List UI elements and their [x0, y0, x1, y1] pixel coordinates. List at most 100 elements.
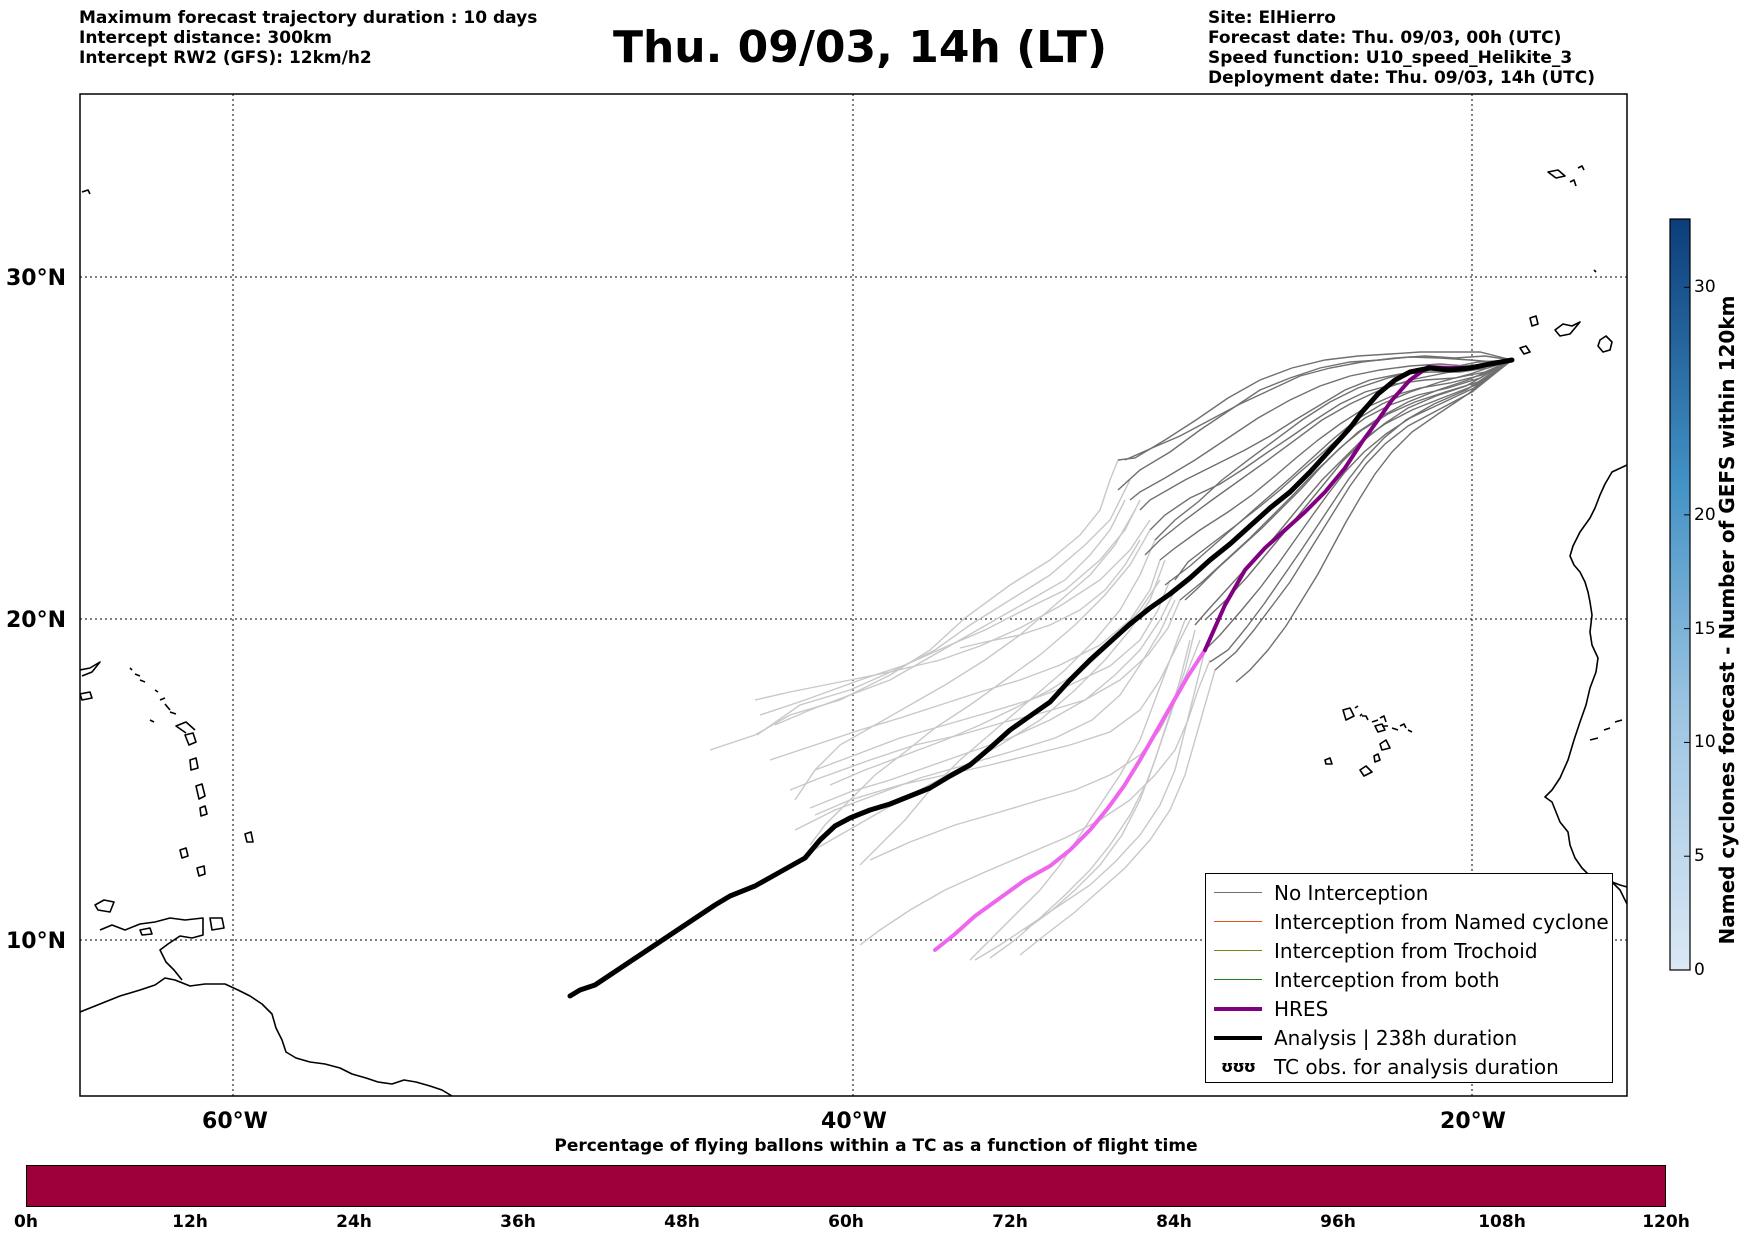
- percentage-bar-tick-label: 24h: [336, 1212, 372, 1232]
- lon-label-40w: 40°W: [821, 1109, 887, 1134]
- percentage-bar-tick-label: 0h: [14, 1212, 38, 1232]
- percentage-bar-tick-label: 36h: [500, 1212, 536, 1232]
- ensemble-track: [814, 579, 1171, 771]
- canary-gran-canaria: [1529, 315, 1539, 327]
- azores-dot: [1593, 269, 1597, 273]
- colorbar-tick-label: 0: [1694, 960, 1705, 980]
- ensemble-trajectories-light: [709, 459, 1216, 961]
- percentage-bar-tick-label: 108h: [1478, 1212, 1526, 1232]
- canary-lanzarote: [1554, 321, 1581, 337]
- speed-function-text: Speed function: U10_speed_Helikite_3: [1208, 48, 1573, 68]
- no-interception-track: [1204, 359, 1513, 621]
- no-interception-track: [1159, 359, 1513, 561]
- lesser-antilles-2: [189, 757, 199, 771]
- hres-trajectory: [1203, 358, 1514, 652]
- legend-label: No Interception: [1274, 880, 1429, 905]
- trinidad: [209, 917, 225, 931]
- no-interception-track: [1214, 359, 1513, 671]
- percentage-bar-tick-label: 84h: [1156, 1212, 1192, 1232]
- percentage-bar-tick-label: 60h: [828, 1212, 864, 1232]
- small-isles-a: [129, 667, 171, 711]
- legend-label: TC obs. for analysis duration: [1274, 1054, 1559, 1079]
- legend-swatch: [1214, 979, 1262, 980]
- ensemble-track: [756, 479, 1131, 736]
- small-isles-b: [149, 689, 177, 723]
- lon-label-20w: 20°W: [1440, 1109, 1506, 1134]
- ensemble-trajectories-dark: [1117, 351, 1513, 683]
- header-left-info: Maximum forecast trajectory duration : 1…: [79, 8, 537, 68]
- no-interception-track: [1179, 359, 1513, 601]
- colorbar: [1669, 218, 1691, 971]
- ensemble-track: [959, 539, 1141, 649]
- no-interception-track: [1117, 356, 1513, 491]
- site-text: Site: ElHierro: [1208, 8, 1336, 28]
- no-interception-track: [1194, 359, 1513, 626]
- virgin-islands: [80, 661, 101, 677]
- legend-item-no-interception: No Interception: [1206, 878, 1612, 907]
- legend-item-both: Interception from both: [1206, 965, 1612, 994]
- percentage-bar-tick-label: 96h: [1320, 1212, 1356, 1232]
- lon-label-60w: 60°W: [202, 1109, 268, 1134]
- ensemble-track: [1019, 669, 1216, 956]
- colorbar-tick-label: 30: [1694, 277, 1716, 298]
- percentage-bar-tick-label: 48h: [664, 1212, 700, 1232]
- no-interception-track: [1124, 355, 1513, 461]
- madeira: [1547, 165, 1585, 187]
- africa-coast: [1544, 464, 1627, 888]
- lesser-antilles-6: [196, 865, 206, 877]
- ensemble-track: [859, 659, 1211, 946]
- legend-item-hres: HRES: [1206, 994, 1612, 1023]
- tc-symbol-icon: ʊʊʊ: [1220, 1057, 1256, 1076]
- colorbar-tick-label: 15: [1694, 618, 1716, 639]
- ensemble-track: [814, 619, 1191, 816]
- analysis-trajectory: [567, 357, 1515, 999]
- bermuda: [81, 189, 91, 195]
- cape-verde-5: [1324, 757, 1373, 777]
- lat-label-20n: 20°N: [6, 608, 66, 633]
- legend-swatch: [1214, 921, 1262, 922]
- percentage-bar-tick-label: 12h: [172, 1212, 208, 1232]
- header-right-info: Site: ElHierro Forecast date: Thu. 09/03…: [1208, 8, 1595, 88]
- legend-label: Interception from both: [1274, 967, 1500, 992]
- no-interception-track: [1235, 359, 1513, 683]
- canary-fuerteventura: [1597, 335, 1613, 353]
- anguilla: [80, 691, 93, 701]
- percentage-bar: [26, 1165, 1666, 1207]
- ensemble-track: [709, 459, 1119, 751]
- cape-verde-2: [1374, 723, 1386, 733]
- no-interception-track: [1204, 359, 1513, 651]
- cape-verde-3: [1379, 715, 1399, 731]
- legend-label: Analysis | 238h duration: [1274, 1025, 1518, 1050]
- bijagos-islands: [1589, 719, 1623, 741]
- no-interception-track: [1164, 359, 1513, 586]
- percentage-bar-title: Percentage of flying ballons within a TC…: [554, 1136, 1198, 1156]
- colorbar-gradient: [1669, 218, 1691, 971]
- legend-item-tc-obs: ʊʊʊ TC obs. for analysis duration: [1206, 1052, 1612, 1081]
- no-interception-track: [1144, 359, 1513, 556]
- canary-tenerife: [1519, 345, 1531, 355]
- venezuela-gulf-coast: [99, 917, 204, 981]
- ensemble-track: [759, 499, 1141, 716]
- ensemble-track: [859, 539, 1156, 866]
- colorbar-tick-label: 5: [1694, 846, 1705, 867]
- percentage-bar-tick-label: 120h: [1642, 1212, 1690, 1232]
- lat-label-10n: 10°N: [6, 929, 66, 954]
- legend-item-analysis: Analysis | 238h duration: [1206, 1023, 1612, 1052]
- ensemble-track: [769, 559, 1161, 761]
- cape-verde-7: [1399, 723, 1413, 733]
- legend-item-named-cyclone: Interception from Named cyclone: [1206, 907, 1612, 936]
- forecast-date-text: Forecast date: Thu. 09/03, 00h (UTC): [1208, 28, 1562, 48]
- legend-swatch: [1214, 892, 1262, 893]
- ensemble-track: [794, 509, 1136, 801]
- map-frame: [79, 93, 1628, 1097]
- colorbar-tick-label: 10: [1694, 732, 1716, 753]
- legend-label: HRES: [1274, 996, 1329, 1021]
- legend-swatch: [1214, 1006, 1262, 1011]
- ensemble-track: [809, 529, 1151, 846]
- legend-swatch: [1214, 1035, 1262, 1040]
- no-interception-track: [1117, 351, 1513, 461]
- ensemble-track: [809, 589, 1176, 809]
- cape-verde-4: [1379, 739, 1391, 751]
- legend-label: Interception from Named cyclone: [1274, 909, 1609, 934]
